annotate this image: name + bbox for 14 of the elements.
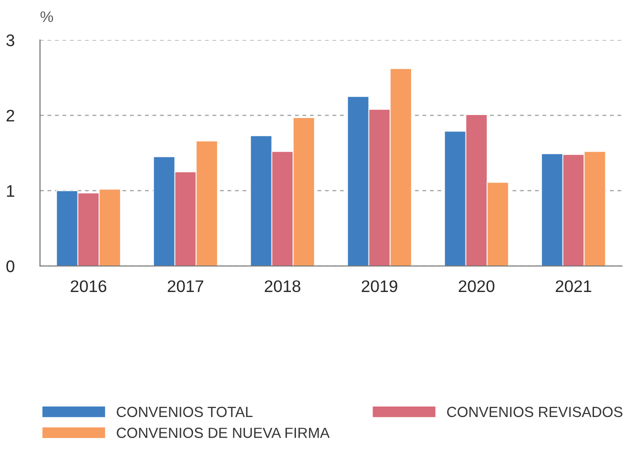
x-tick-label: 2017 [168,280,204,292]
y-tick-label: 0 [6,260,14,272]
legend-label: CONVENIOS DE NUEVA FIRMA [116,428,330,438]
y-tick-label: 2 [6,110,14,122]
x-tick-label: 2021 [556,280,592,292]
y-tick-label: 3 [6,34,14,46]
legend-label: CONVENIOS TOTAL [116,406,253,418]
x-tick-label: 2018 [264,280,300,292]
x-tick-label: 2020 [458,280,494,292]
x-tick-label: 2016 [70,280,106,292]
y-axis-title: % [40,11,54,22]
legend-label: CONVENIOS REVISADOS [447,406,622,418]
y-tick-label: 1 [7,185,14,197]
x-tick-label: 2019 [362,280,398,292]
